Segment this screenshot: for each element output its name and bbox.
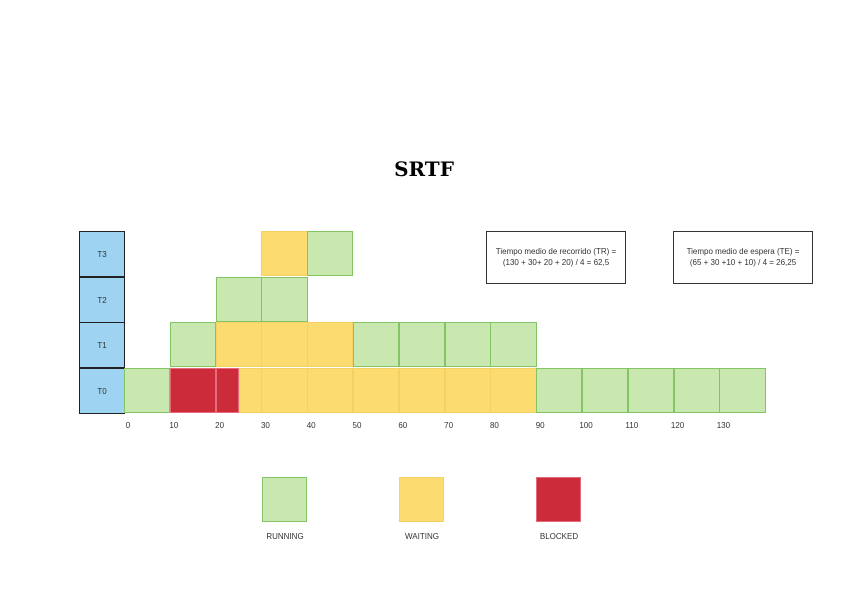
axis-tick: 50 <box>352 421 362 430</box>
waiting-cell <box>215 322 262 367</box>
running-cell <box>215 277 262 322</box>
waiting-cell <box>307 368 354 413</box>
waiting-cell <box>238 368 262 413</box>
row-label-t1: T1 <box>79 322 125 368</box>
turnaround-box: Tiempo medio de recorrido (TR) = (130 + … <box>486 231 626 284</box>
row-label-t3: T3 <box>79 231 125 277</box>
axis-tick: 60 <box>398 421 408 430</box>
legend-label-waiting: WAITING <box>405 532 439 541</box>
waiting-cell <box>307 322 354 367</box>
axis-tick: 80 <box>489 421 499 430</box>
blocked-cell <box>169 368 217 413</box>
running-cell <box>719 368 766 413</box>
waiting-cell <box>261 368 308 413</box>
running-cell <box>124 368 171 413</box>
legend-label-running: RUNNING <box>266 532 304 541</box>
waiting-time-label: Tiempo medio de espera (TE) = <box>686 247 800 257</box>
axis-tick: 110 <box>625 421 639 430</box>
waiting-cell <box>398 368 446 413</box>
axis-tick: 100 <box>579 421 593 430</box>
turnaround-label: Tiempo medio de recorrido (TR) = <box>495 247 617 257</box>
axis-tick: 10 <box>169 421 179 430</box>
running-cell <box>307 231 354 276</box>
axis-tick: 130 <box>716 421 731 430</box>
legend-swatch-running <box>262 477 307 522</box>
running-cell <box>353 322 400 367</box>
running-cell <box>261 277 308 322</box>
running-cell <box>169 322 217 367</box>
running-cell <box>444 322 491 367</box>
chart-title: SRTF <box>394 157 454 181</box>
waiting-cell <box>261 231 308 276</box>
row-label-t0: T0 <box>79 368 125 414</box>
waiting-cell <box>353 368 400 413</box>
running-cell <box>582 368 629 413</box>
legend-swatch-blocked <box>536 477 581 522</box>
axis-tick: 30 <box>260 421 270 430</box>
axis-tick: 90 <box>535 421 545 430</box>
running-cell <box>398 322 446 367</box>
waiting-time-box: Tiempo medio de espera (TE) = (65 + 30 +… <box>673 231 813 284</box>
legend-swatch-waiting <box>399 477 444 522</box>
blocked-cell <box>215 368 239 413</box>
running-cell <box>490 322 537 367</box>
waiting-time-formula: (65 + 30 +10 + 10) / 4 = 26,25 <box>689 257 797 267</box>
waiting-cell <box>444 368 491 413</box>
waiting-cell <box>490 368 537 413</box>
legend-label-blocked: BLOCKED <box>539 532 579 541</box>
axis-tick: 70 <box>444 421 454 430</box>
running-cell <box>627 368 675 413</box>
turnaround-formula: (130 + 30+ 20 + 20) / 4 = 62,5 <box>502 257 610 267</box>
axis-tick: 20 <box>215 421 225 430</box>
axis-tick: 40 <box>306 421 316 430</box>
row-label-t2: T2 <box>79 277 125 323</box>
axis-tick: 120 <box>670 421 685 430</box>
running-cell <box>536 368 583 413</box>
axis-tick: 0 <box>125 421 131 430</box>
running-cell <box>673 368 720 413</box>
waiting-cell <box>261 322 308 367</box>
